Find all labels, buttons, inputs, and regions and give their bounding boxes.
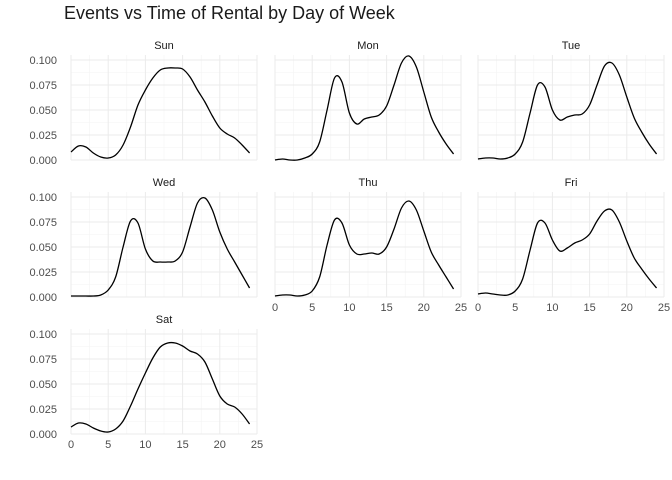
density-line-fri <box>477 208 658 296</box>
strip-label: Mon <box>357 40 378 52</box>
strip-label: Fri <box>565 177 578 189</box>
y-tick-label: 0.000 <box>29 292 57 304</box>
x-tick-label: 20 <box>621 302 633 314</box>
x-tick-label: 5 <box>105 439 111 451</box>
x-tick-label: 20 <box>214 439 226 451</box>
x-tick-label: 0 <box>475 302 481 314</box>
facet-panel-fri: Fri 0 5 10 15 20 25 <box>475 177 670 314</box>
y-tick-label: 0.100 <box>29 329 57 341</box>
facet-panel-sat: Sat 0.000 0.025 0.050 0.075 0.100 0 5 10 15 20 25 <box>29 314 263 451</box>
density-line-thu <box>274 200 455 297</box>
x-tick-label: 25 <box>658 302 670 314</box>
y-tick-label: 0.050 <box>29 242 57 254</box>
x-tick-label: 15 <box>583 302 595 314</box>
x-tick-label: 10 <box>343 302 355 314</box>
facet-panel-sun: Sun 0.000 0.025 0.050 0.075 0.100 <box>29 40 258 167</box>
density-line-wed <box>71 196 251 297</box>
strip-label: Sun <box>154 40 174 52</box>
y-tick-label: 0.000 <box>29 429 57 441</box>
x-tick-label: 0 <box>68 439 74 451</box>
y-tick-label: 0.075 <box>29 354 57 366</box>
facet-panel-thu: Thu 0 5 10 15 20 25 <box>272 177 467 314</box>
y-tick-label: 0.050 <box>29 105 57 117</box>
x-tick-label: 10 <box>139 439 151 451</box>
density-line-tue <box>477 61 658 160</box>
y-tick-label: 0.050 <box>29 379 57 391</box>
strip-label: Sat <box>156 314 173 326</box>
x-tick-label: 0 <box>272 302 278 314</box>
density-line-sun <box>70 67 251 159</box>
density-line-sat <box>70 341 251 433</box>
x-tick-label: 20 <box>418 302 430 314</box>
y-tick-label: 0.025 <box>29 267 57 279</box>
x-tick-label: 5 <box>309 302 315 314</box>
strip-label: Wed <box>153 177 175 189</box>
y-tick-label: 0.000 <box>29 155 57 167</box>
facet-panel-tue: Tue <box>477 40 665 161</box>
x-tick-label: 10 <box>546 302 558 314</box>
y-tick-label: 0.025 <box>29 404 57 416</box>
strip-label: Thu <box>359 177 378 189</box>
y-tick-label: 0.075 <box>29 80 57 92</box>
x-tick-label: 5 <box>512 302 518 314</box>
x-tick-label: 15 <box>380 302 392 314</box>
y-tick-label: 0.025 <box>29 130 57 142</box>
strip-label: Tue <box>562 40 581 52</box>
x-tick-label: 25 <box>455 302 467 314</box>
y-tick-label: 0.100 <box>29 192 57 204</box>
facet-panel-wed: Wed 0.000 0.025 0.050 0.075 0.100 <box>29 177 258 304</box>
density-line-mon <box>274 55 455 161</box>
x-tick-label: 15 <box>176 439 188 451</box>
y-tick-label: 0.075 <box>29 217 57 229</box>
chart-title: Events vs Time of Rental by Day of Week <box>64 3 395 23</box>
facet-panel-mon: Mon <box>274 40 462 161</box>
y-tick-label: 0.100 <box>29 55 57 67</box>
x-tick-label: 25 <box>251 439 263 451</box>
